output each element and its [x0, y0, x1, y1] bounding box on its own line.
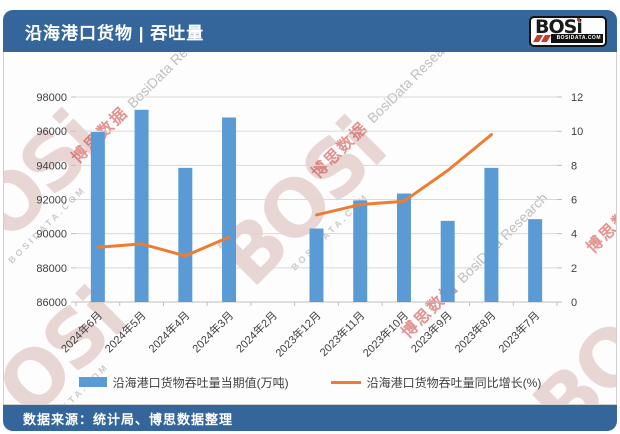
growth-trend-line — [96, 235, 231, 258]
right-axis-label: 8 — [571, 160, 577, 172]
bar-2024年4月 — [178, 167, 193, 302]
right-axis-label: 10 — [571, 126, 583, 138]
x-axis-label: 2024年4月 — [145, 308, 192, 355]
bosi-logo: BOSi BOSIDATA.COM — [529, 15, 607, 47]
bar-2023年10月 — [396, 193, 411, 302]
legend-swatch-bar — [78, 377, 107, 387]
legend-item-line-series: 沿海港口货物吞吐量同比增长(%) — [330, 374, 542, 391]
logo-text: BOSi — [535, 15, 583, 38]
legend-swatch-line — [330, 380, 361, 384]
left-axis-label: 98000 — [36, 92, 67, 104]
bar-2023年11月 — [353, 200, 368, 302]
left-axis-label: 88000 — [36, 263, 67, 275]
bar-2024年6月 — [90, 132, 105, 302]
x-axis-label: 2024年5月 — [102, 308, 149, 355]
page-title: 沿海港口货物 | 吞吐量 — [25, 23, 205, 43]
bar-2024年3月 — [222, 117, 237, 302]
bar-2023年8月 — [484, 167, 499, 302]
bar-2023年7月 — [528, 219, 543, 302]
legend-label-bar: 沿海港口货物吞吐量当期值(万吨) — [112, 375, 289, 390]
data-source-text: 数据来源：统计局、博思数据整理 — [23, 411, 234, 427]
x-axis-label: 2024年3月 — [189, 308, 236, 355]
bar-2023年12月 — [309, 228, 324, 302]
x-axis-label: 2023年11月 — [317, 308, 368, 359]
throughput-combo-chart: 86000 88000 90000 92000 94000 96000 98000 0 2 4 6 8… — [36, 92, 583, 360]
x-axis-label: 2023年9月 — [408, 308, 455, 355]
left-axis-label: 90000 — [36, 229, 67, 241]
right-axis-label: 2 — [571, 263, 577, 275]
growth-trend-line — [315, 133, 493, 217]
legend-item-bar-series: 沿海港口货物吞吐量当期值(万吨) — [78, 374, 289, 391]
x-axis-label: 2024年6月 — [58, 308, 105, 355]
right-axis-label: 6 — [571, 195, 577, 207]
left-axis-label: 96000 — [36, 126, 67, 138]
bar-2023年9月 — [440, 220, 455, 302]
left-axis-label: 86000 — [36, 297, 67, 309]
bar-2024年5月 — [134, 109, 149, 302]
x-axis-label: 2024年2月 — [233, 308, 280, 355]
right-axis-label: 0 — [571, 297, 577, 309]
right-axis-label: 4 — [571, 229, 577, 241]
left-axis-label: 94000 — [36, 160, 67, 172]
chart-legend: 沿海港口货物吞吐量当期值(万吨) 沿海港口货物吞吐量同比增长(%) — [4, 372, 616, 392]
left-axis-label: 92000 — [36, 195, 67, 207]
legend-label-line: 沿海港口货物吞吐量同比增长(%) — [366, 375, 542, 390]
x-axis-label: 2023年8月 — [451, 308, 498, 355]
right-axis-label: 12 — [571, 92, 583, 104]
x-axis-label: 2023年10月 — [360, 308, 411, 359]
logo-domain: BOSIDATA.COM — [556, 35, 601, 41]
footer-bar: 数据来源：统计局、博思数据整理 — [3, 405, 617, 431]
logo-band: BOSIDATA.COM — [551, 33, 603, 43]
x-axis-label: 2023年7月 — [495, 308, 542, 355]
header-bar: 沿海港口货物 | 吞吐量 BOSi BOSIDATA.COM — [3, 10, 617, 52]
logo-stripes — [532, 34, 552, 43]
chart-card: BOSi BOSIDATA.COM 博思数据BosiData Research … — [3, 52, 617, 405]
x-axis-label: 2023年12月 — [272, 308, 323, 359]
